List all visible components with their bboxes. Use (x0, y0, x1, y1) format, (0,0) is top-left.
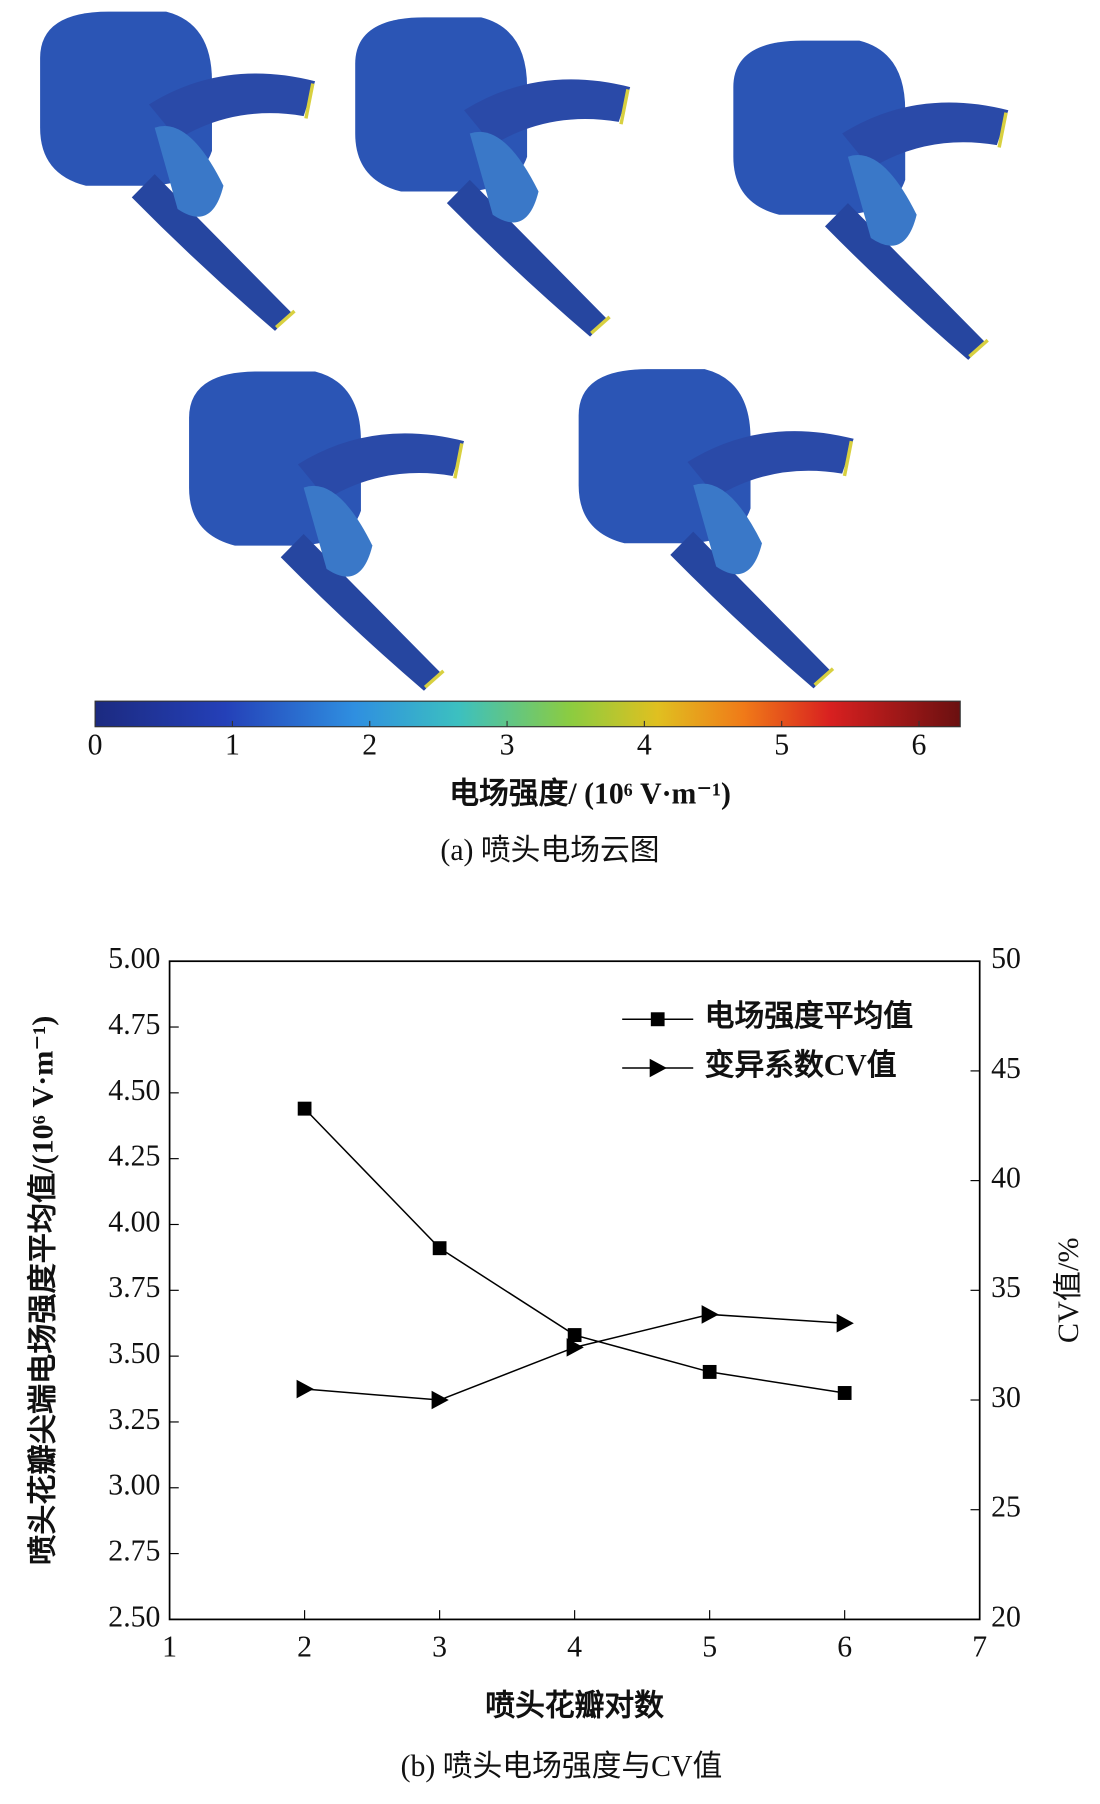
y2-axis-label: CV值/% (1052, 1238, 1085, 1344)
y2-tick-label: 20 (991, 1600, 1021, 1633)
y-tick-label: 3.25 (108, 1403, 160, 1436)
nozzle-render (353, 15, 632, 339)
y2-tick-label: 45 (991, 1052, 1021, 1085)
y-axis-label: 喷头花瓣尖端电场强度平均值/(10⁶ V·m⁻¹) (27, 1016, 60, 1565)
y2-tick-label: 50 (991, 942, 1021, 975)
x-tick-label: 2 (297, 1630, 312, 1663)
colorbar-tick-label: 3 (500, 728, 515, 761)
nozzle-render (38, 9, 317, 333)
y-tick-label: 3.00 (108, 1469, 160, 1502)
marker (296, 1379, 314, 1399)
y-tick-label: 4.00 (108, 1205, 160, 1238)
y-tick-label: 3.75 (108, 1271, 160, 1304)
marker (432, 1241, 447, 1256)
marker (567, 1328, 582, 1343)
x-tick-label: 4 (567, 1630, 582, 1663)
nozzle-render (576, 367, 856, 691)
caption: (a) 喷头电场云图 (440, 834, 659, 867)
colorbar (94, 700, 961, 728)
y2-tick-label: 30 (991, 1381, 1021, 1414)
y2-tick-label: 35 (991, 1271, 1021, 1304)
colorbar-tick-label: 0 (88, 728, 103, 761)
legend-label: 电场强度平均值 (705, 1000, 913, 1033)
marker (837, 1386, 852, 1400)
y-tick-label: 4.25 (108, 1139, 160, 1172)
nozzle-render (187, 369, 466, 693)
y-tick-label: 5.00 (108, 942, 160, 975)
y2-tick-label: 25 (991, 1490, 1021, 1523)
series-line (304, 1313, 845, 1401)
nozzle-renders (38, 9, 1011, 693)
y-tick-label: 4.50 (108, 1074, 160, 1107)
marker (701, 1305, 719, 1324)
marker (431, 1390, 449, 1410)
nozzle-render (731, 38, 1011, 362)
colorbar-tick-label: 6 (912, 728, 927, 761)
x-tick-label: 6 (837, 1630, 852, 1663)
marker (566, 1338, 584, 1357)
x-tick-label: 5 (702, 1630, 717, 1663)
y-tick-label: 2.75 (108, 1534, 160, 1567)
colorbar-tick-label: 4 (637, 728, 652, 761)
y-tick-label: 2.50 (108, 1600, 160, 1633)
marker (297, 1101, 312, 1116)
x-axis-label: 喷头花瓣对数 (485, 1690, 665, 1723)
x-tick-label: 7 (972, 1630, 987, 1663)
colorbar-label: 电场强度/ (10⁶ V·m⁻¹) (449, 777, 731, 810)
legend-marker (650, 1012, 665, 1027)
marker (702, 1364, 717, 1379)
caption: (b) 喷头电场强度与CV值 (401, 1750, 723, 1783)
colorbar-tick-label: 1 (225, 728, 240, 761)
y2-tick-label: 40 (991, 1161, 1021, 1194)
y-tick-label: 4.75 (108, 1008, 160, 1041)
legend-label: 变异系数CV值 (705, 1048, 897, 1082)
legend-marker (649, 1058, 667, 1078)
marker (836, 1313, 854, 1333)
x-tick-label: 3 (432, 1630, 447, 1663)
y-tick-label: 3.50 (108, 1337, 160, 1370)
colorbar-tick-label: 5 (774, 728, 789, 761)
x-tick-label: 1 (162, 1630, 177, 1663)
colorbar-tick-label: 2 (362, 728, 377, 761)
